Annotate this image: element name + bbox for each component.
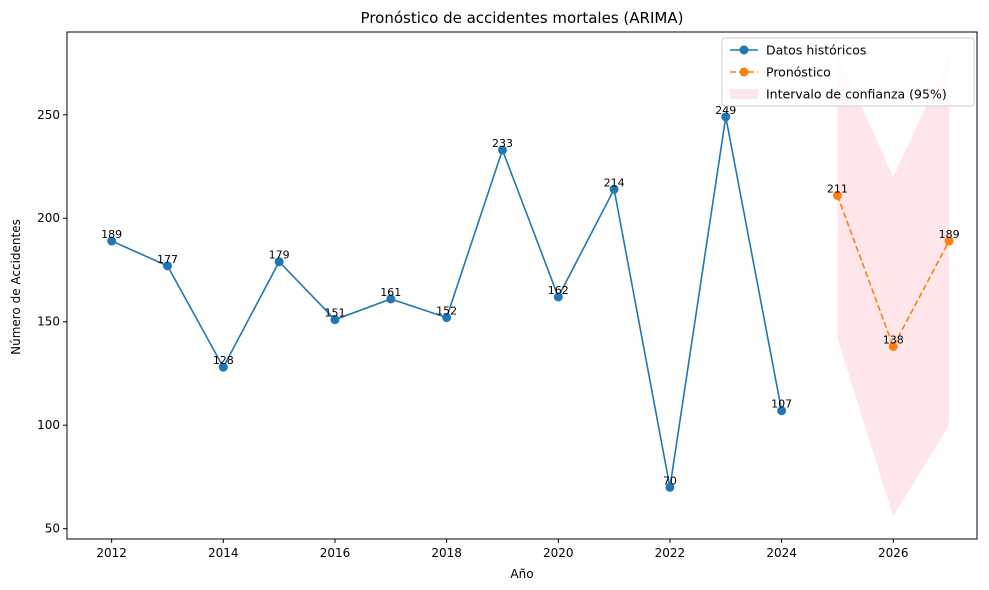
y-tick-label: 250 bbox=[37, 108, 60, 122]
confidence-interval-layer bbox=[837, 52, 950, 517]
data-point bbox=[944, 236, 954, 246]
data-point bbox=[330, 315, 340, 325]
data-label: 128 bbox=[213, 354, 234, 367]
y-tick-label: 50 bbox=[45, 522, 60, 536]
data-point bbox=[162, 261, 172, 271]
chart-title: Pronóstico de accidentes mortales (ARIMA… bbox=[361, 9, 684, 27]
data-label: 249 bbox=[715, 104, 736, 117]
x-tick-label: 2024 bbox=[766, 546, 797, 560]
x-tick-label: 2016 bbox=[320, 546, 351, 560]
data-label: 189 bbox=[101, 228, 122, 241]
x-tick-label: 2018 bbox=[431, 546, 462, 560]
data-point bbox=[665, 482, 675, 492]
data-point bbox=[888, 342, 898, 352]
data-point bbox=[777, 406, 787, 416]
data-point bbox=[832, 190, 842, 200]
legend-marker-0 bbox=[739, 45, 749, 55]
legend-entry-1: Pronóstico bbox=[766, 65, 831, 80]
legend-marker-1 bbox=[739, 67, 749, 77]
data-point bbox=[274, 257, 284, 267]
data-point bbox=[553, 292, 563, 302]
data-label: 152 bbox=[436, 305, 457, 318]
confidence-interval-band bbox=[837, 52, 950, 517]
x-tick-label: 2022 bbox=[655, 546, 686, 560]
data-label: 189 bbox=[939, 228, 960, 241]
data-label: 138 bbox=[883, 334, 904, 347]
data-labels-layer: 189 177 128 179 151 161 152 233 162 214 70 249 107 21… bbox=[101, 104, 959, 487]
x-tick-label: 2020 bbox=[543, 546, 574, 560]
series-line-0 bbox=[111, 116, 783, 488]
y-tick-label: 100 bbox=[37, 418, 60, 432]
data-label: 233 bbox=[492, 137, 513, 150]
plot-frame bbox=[66, 31, 978, 540]
y-axis-ticks: 50 100 150 200 250 bbox=[37, 108, 67, 536]
y-tick-label: 150 bbox=[37, 315, 60, 329]
legend: Datos históricos Pronóstico Intervalo de c… bbox=[721, 37, 975, 107]
x-tick-label: 2026 bbox=[878, 546, 909, 560]
data-label: 211 bbox=[827, 182, 848, 195]
data-label: 151 bbox=[324, 307, 345, 320]
data-point bbox=[497, 145, 507, 155]
legend-box bbox=[721, 37, 975, 107]
legend-entry-0: Datos históricos bbox=[766, 43, 866, 58]
data-label: 70 bbox=[663, 474, 677, 487]
data-point bbox=[609, 184, 619, 194]
data-label: 162 bbox=[548, 284, 569, 297]
y-tick-label: 200 bbox=[37, 211, 60, 225]
data-point bbox=[386, 294, 396, 304]
x-axis-ticks: 2012 2014 2016 2018 2020 2022 2024 2026 bbox=[96, 539, 909, 560]
data-label: 177 bbox=[157, 253, 178, 266]
data-label: 214 bbox=[604, 176, 625, 189]
data-label: 179 bbox=[269, 249, 290, 262]
data-label: 161 bbox=[380, 286, 401, 299]
data-point bbox=[107, 236, 117, 246]
data-point bbox=[218, 362, 228, 372]
x-tick-label: 2014 bbox=[208, 546, 239, 560]
data-point bbox=[721, 112, 731, 122]
legend-patch bbox=[730, 89, 758, 99]
x-axis-label: Año bbox=[510, 567, 533, 581]
x-tick-label: 2012 bbox=[96, 546, 127, 560]
y-axis-label: Número de Accidentes bbox=[9, 219, 23, 355]
data-label: 107 bbox=[771, 398, 792, 411]
legend-entry-2: Intervalo de confianza (95%) bbox=[766, 87, 947, 102]
data-point bbox=[442, 313, 452, 323]
series-layer bbox=[107, 112, 954, 492]
